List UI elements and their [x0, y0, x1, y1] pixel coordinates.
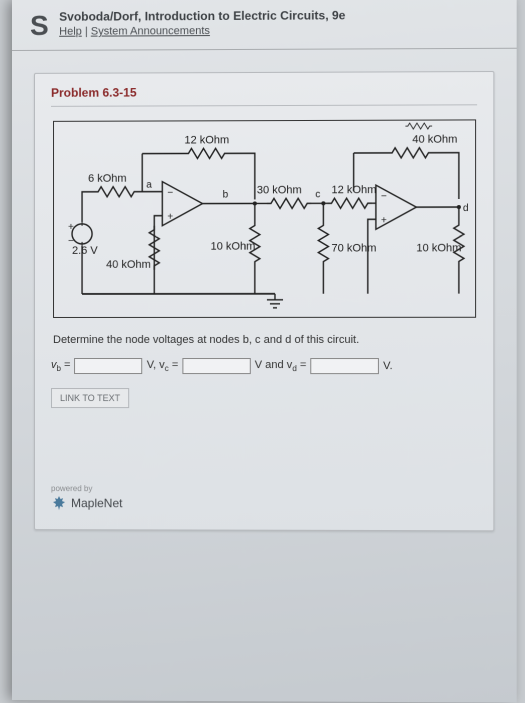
- vd-input[interactable]: [310, 358, 379, 374]
- r5-label: 40 kOhm: [412, 134, 457, 146]
- r7-label: 10 kOhm: [210, 241, 255, 253]
- r9-label: 10 kOhm: [416, 242, 461, 254]
- r8-label: 70 kOhm: [331, 242, 376, 254]
- node-c-label: c: [315, 189, 320, 200]
- instruction-text: Determine the node voltages at nodes b, …: [53, 334, 475, 346]
- node-b-label: b: [222, 189, 228, 200]
- powered-by-label: powered by: [51, 484, 477, 494]
- vc-input[interactable]: [182, 358, 250, 374]
- r3-label: 30 kOhm: [256, 184, 301, 196]
- maple-leaf-icon: [51, 495, 67, 511]
- problem-number: Problem 6.3-15: [51, 84, 477, 107]
- sub-nav: Help | System Announcements: [59, 24, 345, 37]
- r6-label: 40 kOhm: [106, 259, 151, 271]
- link-to-text-button[interactable]: LINK TO TEXT: [51, 388, 129, 408]
- circuit-diagram: − + 12 kOhm 40 kOhm: [53, 119, 476, 318]
- node-a-label: a: [146, 180, 152, 191]
- node-d-label: d: [462, 203, 468, 214]
- svg-text:+: +: [68, 222, 74, 233]
- r4-label: 12 kOhm: [331, 184, 376, 196]
- page-header: S Svoboda/Dorf, Introduction to Electric…: [12, 0, 517, 51]
- vsrc-label: 2.6 V: [72, 245, 98, 257]
- answer-row: vb = V, vc = V and vd = V.: [51, 358, 477, 374]
- problem-card: Problem 6.3-15 − +: [34, 71, 494, 531]
- vb-input[interactable]: [74, 358, 142, 374]
- maplenet-brand: MapleNet: [51, 495, 477, 512]
- r2-label: 12 kOhm: [184, 134, 229, 146]
- brand-badge: S: [30, 10, 49, 42]
- help-link[interactable]: Help: [59, 26, 82, 38]
- announcements-link[interactable]: System Announcements: [91, 25, 210, 38]
- book-title: Svoboda/Dorf, Introduction to Electric C…: [59, 8, 345, 23]
- r1-label: 6 kOhm: [88, 173, 127, 185]
